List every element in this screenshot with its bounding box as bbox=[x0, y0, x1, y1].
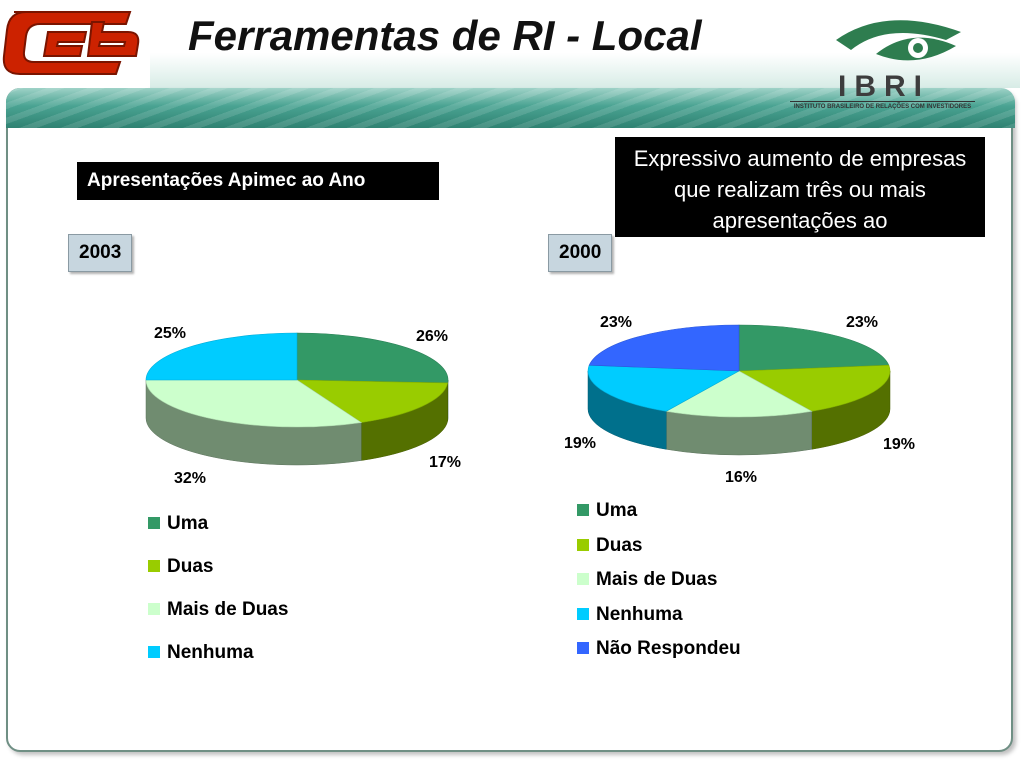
legend-label: Mais de Duas bbox=[167, 599, 289, 620]
legend-swatch bbox=[577, 607, 589, 620]
pie-chart-2000: 23% 19% 16% 19% 23% bbox=[564, 314, 915, 486]
legend-label: Duas bbox=[596, 534, 643, 556]
ibri-logo-subtitle: Instituto Brasileiro de Relações com Inv… bbox=[790, 101, 975, 110]
pie-slice-mais-de-duas bbox=[145, 379, 363, 428]
legend-swatch bbox=[148, 603, 160, 615]
year-label-2003: 2003 bbox=[68, 234, 133, 272]
pie-slice-duas bbox=[737, 364, 891, 412]
header-band bbox=[6, 88, 1015, 128]
page-title: Ferramentas de RI - Local bbox=[188, 12, 702, 59]
legend-swatch bbox=[577, 538, 589, 551]
pie-side-mais-de-duas bbox=[666, 411, 812, 456]
pie-slice-mais-de-duas bbox=[665, 370, 813, 418]
pie-slice-uma bbox=[296, 332, 449, 384]
pie-data-label: 23% bbox=[846, 314, 878, 331]
legend-label: Não Respondeu bbox=[596, 638, 741, 659]
legend-swatch bbox=[577, 573, 589, 585]
pie-data-label: 16% bbox=[725, 469, 757, 486]
legend-swatch bbox=[148, 646, 160, 658]
pie-data-label: 32% bbox=[174, 470, 206, 487]
pie-data-label: 19% bbox=[564, 435, 596, 452]
legend-swatch bbox=[577, 504, 589, 516]
legend-label: Duas bbox=[167, 556, 214, 577]
pie-data-label: 17% bbox=[429, 454, 461, 471]
pie-slice-nenhuma bbox=[145, 332, 298, 381]
header-background bbox=[150, 0, 1020, 88]
section-label: Apresentações Apimec ao Ano bbox=[77, 162, 439, 200]
ibri-eye-logo bbox=[836, 20, 961, 61]
legend-label: Mais de Duas bbox=[596, 569, 718, 590]
pie-chart-2003: 26% 17% 32% 25% bbox=[145, 325, 461, 487]
legend-swatch bbox=[148, 517, 160, 529]
legend-label: Nenhuma bbox=[596, 603, 683, 625]
legend-swatch bbox=[577, 642, 589, 654]
ceb-logo bbox=[0, 0, 148, 88]
legend-label: Uma bbox=[167, 513, 209, 534]
ibri-logo-word: IBRI bbox=[838, 70, 930, 103]
legend-swatch bbox=[148, 560, 160, 572]
pie-slice-não-respondeu bbox=[588, 324, 740, 372]
pie-data-label: 26% bbox=[416, 328, 448, 345]
pie-data-label: 19% bbox=[883, 436, 915, 453]
pie-data-label: 25% bbox=[154, 325, 186, 342]
legend-label: Nenhuma bbox=[167, 642, 254, 663]
callout-box: Expressivo aumento de empresas que reali… bbox=[615, 137, 985, 237]
pie-slice-duas bbox=[295, 379, 449, 423]
legend-label: Uma bbox=[596, 500, 638, 521]
year-label-2000: 2000 bbox=[548, 234, 613, 272]
pie-data-label: 23% bbox=[600, 314, 632, 331]
pie-slice-uma bbox=[738, 324, 890, 372]
pie-slice-nenhuma bbox=[587, 364, 741, 412]
